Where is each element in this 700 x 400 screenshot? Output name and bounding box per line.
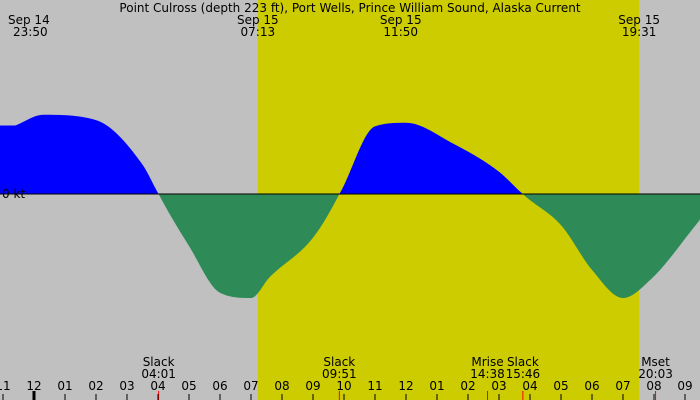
x-tick-label-14: 01 bbox=[429, 379, 444, 393]
x-tick-label-20: 07 bbox=[615, 379, 630, 393]
x-tick-label-6: 05 bbox=[181, 379, 196, 393]
x-tick-label-13: 12 bbox=[398, 379, 413, 393]
x-axis-ticks: 11 12 01 02 03 04 05 06 07 08 09 10 11 12 01 02 03 04 05 06… bbox=[0, 379, 693, 400]
x-tick-label-7: 06 bbox=[212, 379, 227, 393]
x-tick-label-1: 12 bbox=[26, 379, 41, 393]
event-time-1: 07:13 bbox=[241, 25, 276, 39]
x-tick-label-12: 11 bbox=[367, 379, 382, 393]
event-time-3: 19:31 bbox=[622, 25, 657, 39]
y-axis-label: 0 kt bbox=[2, 187, 25, 201]
flood-area-0 bbox=[0, 114, 159, 194]
bottom-event-label-4: Mset bbox=[641, 355, 670, 369]
event-date-1: Sep 15 bbox=[237, 13, 279, 27]
ebb-area-1 bbox=[158, 194, 340, 298]
current-areas bbox=[0, 114, 700, 298]
bottom-event-label-2: Mrise bbox=[471, 355, 503, 369]
event-date-0: Sep 14 bbox=[8, 13, 50, 27]
x-tick-label-22: 09 bbox=[677, 379, 692, 393]
x-tick-label-2: 01 bbox=[57, 379, 72, 393]
x-tick-label-21: 08 bbox=[646, 379, 661, 393]
event-date-2: Sep 15 bbox=[380, 13, 422, 27]
chart-title: Point Culross (depth 223 ft), Port Wells… bbox=[119, 1, 580, 15]
x-tick-label-10: 09 bbox=[305, 379, 320, 393]
bottom-event-label-0: Slack bbox=[143, 355, 175, 369]
ebb-area-3 bbox=[522, 194, 700, 298]
x-tick-label-9: 08 bbox=[274, 379, 289, 393]
x-tick-label-17: 04 bbox=[522, 379, 537, 393]
event-time-2: 11:50 bbox=[383, 25, 418, 39]
x-tick-label-15: 02 bbox=[460, 379, 475, 393]
x-tick-label-8: 07 bbox=[243, 379, 258, 393]
event-time-0: 23:50 bbox=[13, 25, 48, 39]
bottom-event-time-0: 04:01 bbox=[141, 367, 176, 381]
bottom-event-time-2: 14:38 bbox=[470, 367, 505, 381]
bottom-event-labels: Slack04:01Slack09:51Mrise14:38Slack15:46… bbox=[141, 355, 673, 400]
bottom-event-time-4: 20:03 bbox=[638, 367, 673, 381]
x-tick-label-3: 02 bbox=[88, 379, 103, 393]
event-date-3: Sep 15 bbox=[618, 13, 660, 27]
bottom-event-time-1: 09:51 bbox=[322, 367, 357, 381]
x-tick-label-0: 11 bbox=[0, 379, 11, 393]
x-tick-label-18: 05 bbox=[553, 379, 568, 393]
bottom-event-label-1: Slack bbox=[323, 355, 355, 369]
x-tick-label-16: 03 bbox=[491, 379, 506, 393]
bottom-event-time-3: 15:46 bbox=[506, 367, 541, 381]
x-tick-label-4: 03 bbox=[119, 379, 134, 393]
x-tick-label-19: 06 bbox=[584, 379, 599, 393]
bottom-event-label-3: Slack bbox=[507, 355, 539, 369]
x-tick-label-5: 04 bbox=[150, 379, 165, 393]
flood-area-2 bbox=[339, 122, 523, 194]
x-tick-label-11: 10 bbox=[336, 379, 351, 393]
